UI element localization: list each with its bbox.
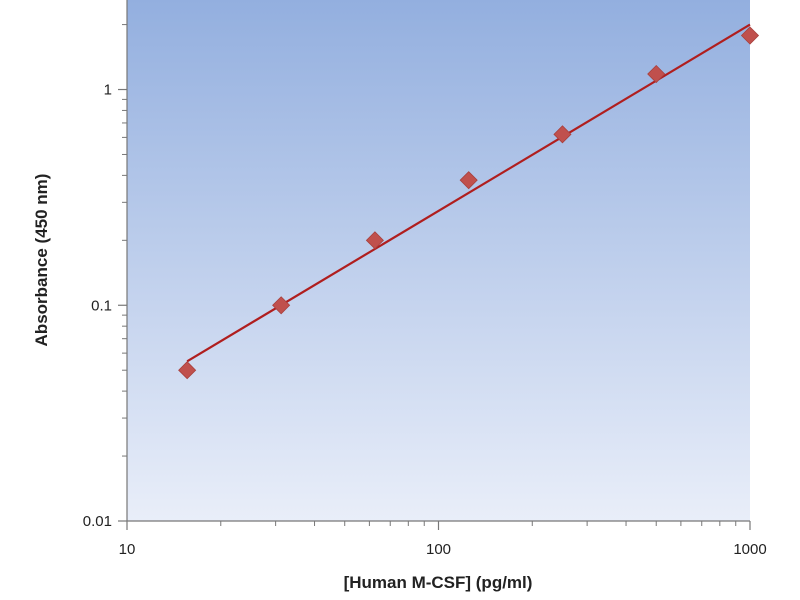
data-point-diamond	[553, 125, 572, 144]
data-point-diamond	[178, 361, 197, 380]
y-tick-label: 0.1	[91, 297, 112, 314]
x-tick-label: 100	[426, 541, 451, 558]
y-axis-title: Absorbance (450 nm)	[32, 174, 51, 347]
x-axis-title: [Human M-CSF] (pg/ml)	[344, 573, 533, 592]
y-tick-label: 1	[104, 82, 112, 99]
data-point-diamond	[459, 171, 478, 190]
data-point-diamond	[740, 26, 760, 45]
y-tick-label: 0.01	[83, 513, 112, 530]
x-tick-labels: 10 100 1000	[119, 541, 767, 558]
y-tick-labels: 0.01 0.1 1	[83, 82, 112, 530]
data-point-diamond	[272, 296, 291, 315]
major-ticks	[118, 88, 751, 530]
minor-ticks	[122, 24, 737, 526]
data-point-diamond	[647, 64, 666, 84]
x-tick-label: 1000	[733, 541, 766, 558]
x-tick-label: 10	[119, 541, 136, 558]
data-points	[178, 26, 760, 380]
data-point-diamond	[365, 231, 384, 250]
